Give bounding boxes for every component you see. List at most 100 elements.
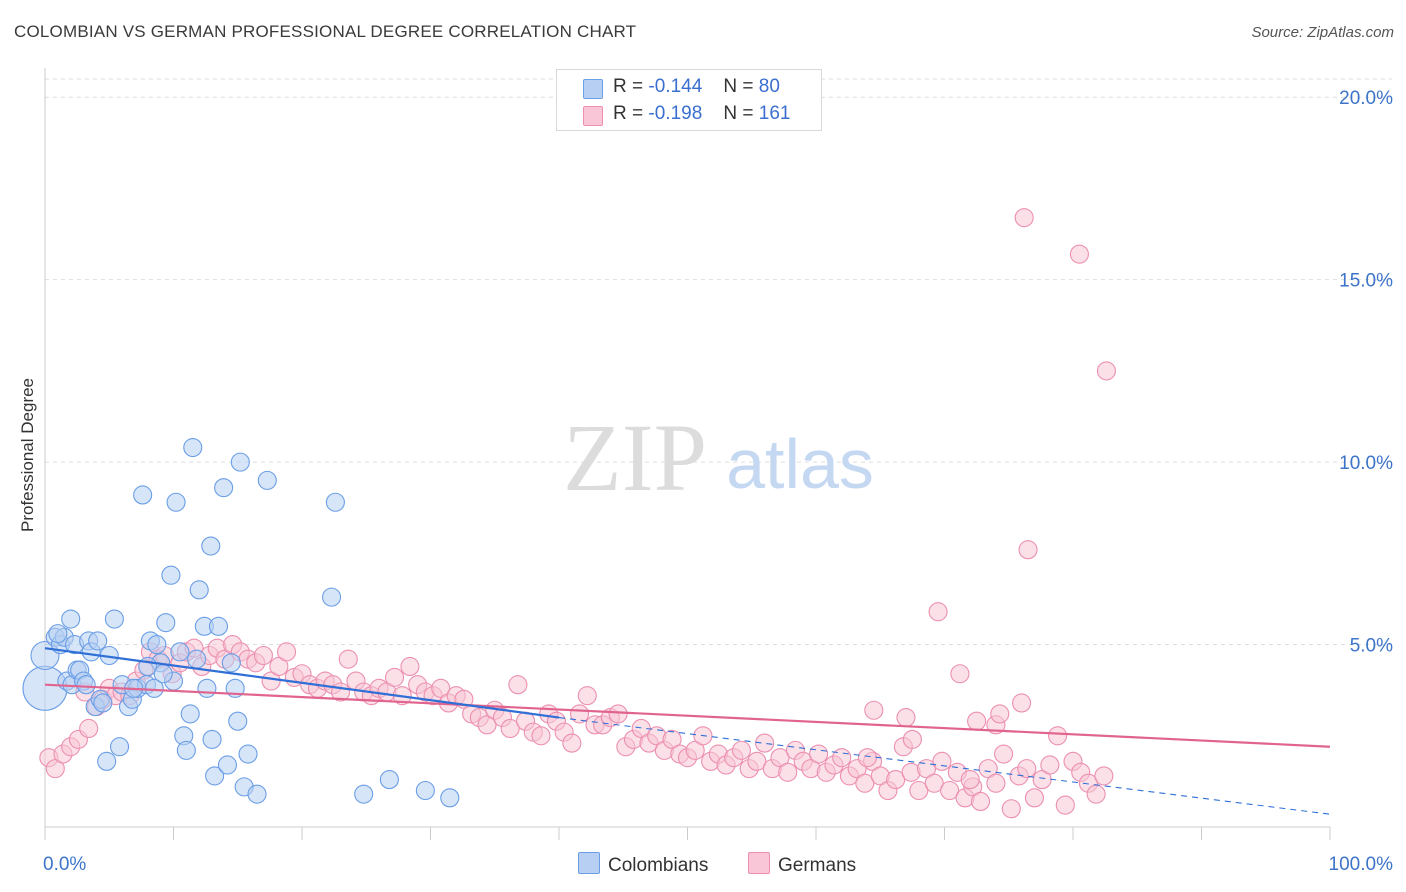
germans-point (570, 704, 590, 724)
colombians-point (208, 616, 229, 636)
germans-point (755, 733, 775, 753)
x-tick-label: 0.0% (43, 854, 86, 875)
germans-point (731, 740, 752, 760)
colombians-point (133, 485, 153, 505)
germans-swatch (583, 106, 603, 126)
colombians-point (230, 452, 250, 472)
germans-point (1069, 244, 1089, 264)
colombians-points (22, 437, 460, 808)
colombians-trend-line (44, 647, 560, 719)
germans-point (909, 780, 929, 801)
germans-point (1001, 799, 1021, 819)
germans-point (1024, 788, 1044, 808)
germans-point (967, 711, 987, 731)
germans-point (400, 656, 420, 677)
y-tick-label: 5.0% (1350, 636, 1393, 657)
germans-point (608, 704, 628, 724)
germans-point (338, 649, 358, 669)
colombians-point (144, 678, 164, 698)
colombians-point (147, 635, 167, 655)
germans-point (886, 770, 906, 790)
source-label: Source: ZipAtlas.com (1251, 24, 1394, 41)
colombians-point (205, 766, 225, 786)
germans-point (994, 744, 1014, 764)
germans-point (960, 770, 980, 790)
tick-labels: 5.0% 10.0% 15.0% 20.0% 0.0% 100.0% (43, 88, 1393, 875)
colombians-n-value: 80 (758, 76, 780, 97)
colombians-point (221, 653, 241, 673)
germans-point (986, 773, 1006, 793)
colombians-point (170, 642, 190, 662)
grid-lines (45, 78, 1392, 646)
colombians-point (88, 631, 108, 651)
colombians-point (201, 536, 221, 556)
colombians-point (322, 587, 342, 607)
colombians-point (440, 788, 460, 808)
germans-point (902, 729, 922, 749)
germans-point (924, 773, 944, 793)
colombians-point (176, 740, 196, 760)
germans-point (1040, 755, 1060, 775)
germans-point (832, 748, 852, 768)
germans-point (932, 751, 952, 771)
germans-point (809, 744, 829, 764)
germans-point (1017, 759, 1037, 779)
germans-points (39, 208, 1116, 819)
germans-point (1012, 693, 1032, 713)
colombians-n-label: N = (723, 76, 754, 97)
watermark-zip: ZIP (563, 404, 707, 511)
colombians-point (109, 737, 130, 757)
germans-point (928, 602, 948, 622)
colombians-point (187, 649, 207, 669)
colombians-r-label: R = (613, 76, 644, 97)
germans-point (857, 748, 877, 768)
germans-point (747, 751, 767, 771)
colombians-point (247, 784, 267, 804)
germans-point (1014, 208, 1034, 228)
colombians-point (22, 665, 68, 711)
colombians-point (257, 470, 277, 490)
legend-germans-label: Germans (778, 855, 857, 876)
colombians-point (93, 693, 113, 713)
colombians-point (97, 751, 117, 771)
colombians-point (76, 675, 96, 695)
germans-point (1086, 784, 1106, 804)
colombians-point (214, 478, 234, 498)
germans-point (864, 700, 884, 720)
germans-point (500, 718, 520, 739)
germans-r-label: R = (613, 103, 644, 124)
watermark: ZIP atlas (563, 404, 874, 511)
germans-point (970, 791, 991, 812)
y-tick-label: 20.0% (1339, 88, 1393, 109)
germans-point (577, 686, 597, 706)
germans-point (1096, 361, 1116, 381)
germans-point (940, 780, 960, 801)
colombians-point (48, 624, 68, 644)
colombians-point (228, 711, 248, 731)
colombians-point (217, 755, 238, 775)
germans-point (1018, 540, 1038, 560)
colombians-point (415, 780, 435, 801)
colombians-point (166, 492, 186, 512)
germans-point (508, 675, 528, 695)
colombians-point (61, 609, 81, 629)
germans-point (1055, 795, 1075, 815)
colombians-point (183, 437, 203, 458)
legend-colombians: Colombians (578, 852, 708, 877)
correlation-legend: R = -0.144 N = 80 R = -0.198 N = 161 (556, 69, 822, 131)
colombians-point (202, 729, 222, 749)
colombians-trend-extension (558, 716, 1331, 815)
y-tick-label: 15.0% (1339, 271, 1393, 292)
legend-colombians-label: Colombians (608, 855, 709, 876)
legend-germans: Germans (748, 852, 856, 877)
germans-r-value: -0.198 (648, 103, 703, 124)
germans-point (990, 704, 1010, 724)
y-tick-label: 10.0% (1339, 453, 1393, 474)
colombians-point (379, 770, 399, 790)
colombians-point (197, 678, 217, 698)
germans-point (253, 645, 274, 666)
germans-point (531, 726, 551, 746)
colombians-point (156, 613, 176, 633)
colombians-point (238, 744, 258, 764)
